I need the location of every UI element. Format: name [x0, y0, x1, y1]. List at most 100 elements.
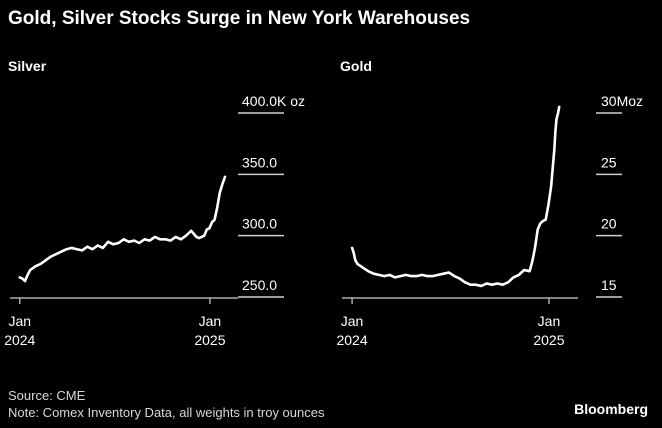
gold-data-point	[480, 285, 482, 287]
silver-data-point	[159, 238, 161, 240]
silver-data-point	[71, 247, 73, 249]
silver-data-point	[50, 255, 52, 258]
gold-data-point	[537, 228, 539, 231]
gold-data-point	[523, 269, 525, 271]
silver-data-point	[185, 235, 187, 237]
gold-data-point	[421, 274, 423, 276]
gold-data-point	[531, 260, 533, 262]
gold-data-point	[475, 284, 477, 286]
silver-data-point	[138, 242, 140, 244]
gold-data-point	[558, 106, 560, 108]
gold-data-point	[491, 284, 493, 286]
gold-data-point	[529, 270, 531, 272]
gold-data-point	[550, 186, 552, 188]
gold-data-point	[539, 222, 541, 224]
gold-data-point	[389, 274, 391, 276]
gold-data-point	[416, 275, 418, 277]
gold-data-point	[367, 270, 369, 272]
gold-data-point	[547, 204, 550, 206]
silver-data-point	[154, 236, 156, 238]
gold-data-point	[353, 252, 355, 254]
gold-ytick-label: 20	[601, 216, 617, 232]
silver-data-point	[24, 280, 26, 282]
gold-data-point	[518, 274, 520, 276]
silver-data-point	[76, 248, 78, 250]
silver-xtick-label: 2025	[194, 332, 225, 348]
silver-data-point	[133, 240, 135, 242]
silver-ytick-label: 350.0	[242, 154, 277, 170]
gold-data-point	[554, 130, 557, 132]
gold-data-point	[437, 274, 439, 276]
gold-xtick-label: 2024	[336, 332, 367, 348]
gold-data-point	[464, 281, 466, 283]
gold-ytick-label: 25	[601, 154, 617, 170]
gold-data-point	[555, 118, 558, 120]
silver-data-point	[190, 230, 192, 232]
silver-panel-title: Silver	[8, 58, 47, 74]
gold-data-point	[486, 282, 488, 285]
gold-xtick-label: Jan	[341, 313, 364, 329]
silver-data-point	[211, 221, 213, 223]
gold-data-point	[442, 273, 445, 275]
silver-data-point	[221, 183, 223, 185]
silver-xtick-label: Jan	[199, 313, 222, 329]
silver-data-point	[97, 244, 99, 247]
chart-title: Gold, Silver Stocks Surge in New York Wa…	[8, 8, 471, 29]
silver-data-point	[21, 278, 23, 280]
gold-data-point	[448, 271, 450, 274]
silver-data-point	[201, 236, 203, 238]
gold-data-point	[552, 167, 554, 169]
silver-series-line	[18, 175, 227, 283]
silver-data-point	[206, 228, 208, 231]
gold-data-point	[356, 263, 358, 265]
gold-data-point	[405, 274, 407, 276]
data-note: Note: Comex Inventory Data, all weights …	[8, 405, 325, 420]
silver-data-point	[107, 241, 109, 243]
gold-data-point	[351, 247, 353, 249]
gold-data-point	[373, 273, 375, 275]
bloomberg-logo: Bloomberg	[574, 401, 648, 417]
silver-data-point	[112, 243, 114, 245]
gold-data-point	[432, 275, 434, 277]
silver-ytick-label: 300.0	[242, 216, 277, 232]
silver-ytick-label: 250.0	[242, 277, 277, 293]
silver-data-point	[128, 241, 130, 243]
gold-data-point	[383, 275, 385, 277]
silver-data-point	[175, 236, 177, 238]
silver-data-point	[219, 192, 221, 194]
gold-data-point	[410, 275, 412, 277]
gold-data-point	[453, 275, 455, 277]
gold-data-point	[557, 112, 559, 114]
gold-data-point	[394, 276, 396, 278]
silver-xtick-label: 2024	[4, 332, 35, 348]
silver-data-point	[60, 251, 63, 253]
gold-data-point	[542, 220, 544, 222]
silver-data-point	[91, 248, 94, 250]
gold-data-point	[502, 284, 504, 286]
silver-data-point	[224, 176, 226, 178]
silver-data-point	[29, 269, 31, 271]
silver-data-point	[203, 235, 205, 237]
gold-ytick-label: 30Moz	[601, 93, 643, 109]
silver-data-point	[169, 240, 172, 242]
gold-data-point	[469, 284, 471, 286]
gold-panel-title: Gold	[340, 58, 372, 74]
silver-data-point	[216, 206, 218, 209]
silver-data-point	[27, 274, 29, 276]
silver-data-point	[117, 242, 120, 244]
gold-data-point	[545, 219, 547, 221]
gold-data-point	[496, 282, 498, 285]
gold-data-point	[378, 274, 380, 276]
silver-data-point	[180, 238, 182, 240]
gold-data-point	[362, 267, 364, 269]
silver-data-point	[123, 238, 125, 240]
gold-data-point	[534, 247, 536, 249]
gold-ytick-label: 15	[601, 277, 617, 293]
gold-data-point	[354, 259, 356, 261]
silver-data-point	[198, 237, 200, 239]
gold-data-point	[426, 275, 428, 277]
gold-xtick-label: 2025	[533, 332, 564, 348]
silver-data-point	[208, 227, 210, 229]
silver-data-point	[55, 253, 57, 255]
